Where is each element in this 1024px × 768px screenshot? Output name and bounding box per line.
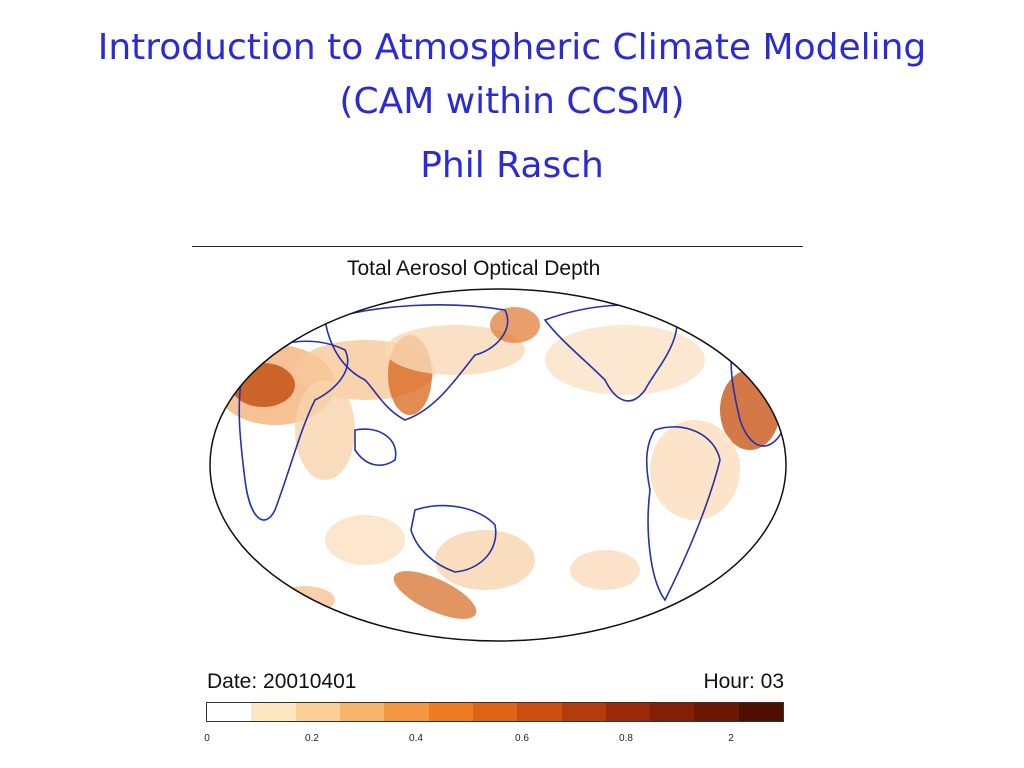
- author-name: Phil Rasch: [420, 145, 604, 186]
- hour-label: Hour: 03: [703, 670, 784, 693]
- colorbar-tick: 0: [204, 733, 210, 744]
- coastlines: [238, 303, 784, 602]
- aerosol-blob: [570, 550, 640, 590]
- colorbar-segment: [517, 703, 562, 721]
- colorbar: [206, 702, 784, 722]
- aerosol-figure: Total Aerosol Optical Depth: [192, 246, 804, 756]
- colorbar-tick: 2: [728, 733, 734, 744]
- coastline-australia: [410, 504, 497, 573]
- aerosol-blob: [545, 325, 705, 395]
- coastline-africa: [238, 340, 349, 521]
- world-map: [209, 288, 787, 642]
- aerosol-blob: [393, 571, 477, 619]
- aerosol-blob: [490, 307, 540, 343]
- colorbar-segment: [295, 703, 340, 721]
- coastline-south-america: [645, 426, 721, 602]
- date-label: Date: 20010401: [207, 670, 357, 693]
- colorbar-segment: [251, 703, 296, 721]
- coastline-asia: [324, 303, 509, 421]
- aerosol-blob: [275, 586, 335, 614]
- colorbar-segment: [384, 703, 429, 721]
- figure-top-rule: [192, 246, 803, 247]
- slide-title-line-2: (CAM within CCSM): [339, 81, 685, 122]
- colorbar-segment: [650, 703, 695, 721]
- colorbar-segment: [738, 703, 784, 721]
- colorbar-tick: 0.8: [619, 733, 633, 744]
- coastline-island: [354, 428, 397, 466]
- aerosol-blob: [295, 380, 355, 480]
- colorbar-segment: [561, 703, 606, 721]
- aerosol-blob: [385, 325, 525, 375]
- colorbar-tick: 0.2: [305, 733, 319, 744]
- colorbar-segment: [207, 703, 252, 721]
- aerosol-blob: [435, 530, 535, 590]
- colorbar-segment: [339, 703, 385, 721]
- slide-title-line-1: Introduction to Atmospheric Climate Mode…: [97, 27, 927, 68]
- map-border: [209, 288, 787, 642]
- colorbar-tick: 0.4: [409, 733, 423, 744]
- colorbar-tick: 0.6: [515, 733, 529, 744]
- colorbar-segment: [472, 703, 518, 721]
- aerosol-blob: [650, 420, 740, 520]
- colorbar-segment: [605, 703, 651, 721]
- colorbar-segment: [428, 703, 473, 721]
- aerosol-blob: [325, 515, 405, 565]
- figure-title: Total Aerosol Optical Depth: [347, 257, 601, 280]
- aerosol-field: [215, 307, 780, 619]
- colorbar-segment: [694, 703, 739, 721]
